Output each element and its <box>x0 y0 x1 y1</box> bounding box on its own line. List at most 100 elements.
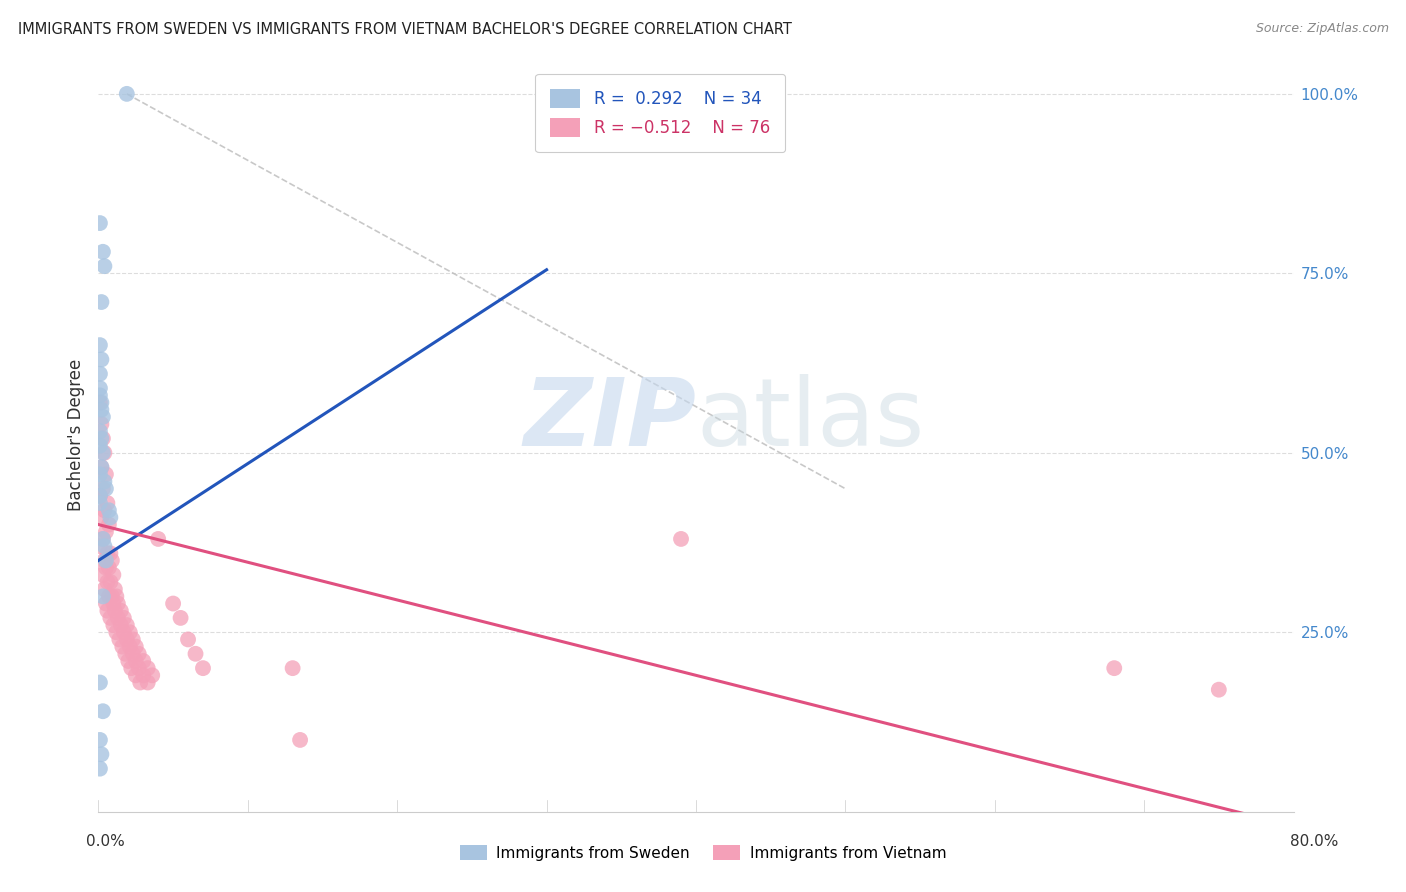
Point <box>89 381 111 395</box>
Point <box>89 367 111 381</box>
Point <box>1208 682 1230 697</box>
Point <box>108 632 131 647</box>
Point <box>89 675 111 690</box>
Point <box>93 446 115 460</box>
Y-axis label: Bachelor's Degree: Bachelor's Degree <box>66 359 84 511</box>
Legend: Immigrants from Sweden, Immigrants from Vietnam: Immigrants from Sweden, Immigrants from … <box>453 837 953 868</box>
Point <box>93 553 115 567</box>
Point <box>115 87 138 101</box>
Point <box>90 352 112 367</box>
Point <box>89 762 111 776</box>
Point <box>90 460 112 475</box>
Point <box>90 460 112 475</box>
Text: atlas: atlas <box>696 374 924 466</box>
Point <box>162 597 184 611</box>
Point <box>90 402 112 417</box>
Point <box>90 395 112 409</box>
Point <box>281 661 304 675</box>
Point <box>96 496 118 510</box>
Point <box>141 668 163 682</box>
Point <box>288 733 311 747</box>
Point <box>148 532 170 546</box>
Point <box>110 618 132 632</box>
Point <box>91 244 114 259</box>
Point <box>169 611 191 625</box>
Point <box>97 503 120 517</box>
Point <box>101 590 124 604</box>
Point <box>132 654 155 668</box>
Point <box>129 675 152 690</box>
Point <box>91 446 114 460</box>
Point <box>94 597 117 611</box>
Point <box>94 467 117 482</box>
Point <box>97 560 120 574</box>
Point <box>89 388 111 402</box>
Point <box>136 661 159 675</box>
Point <box>114 647 136 661</box>
Point <box>117 654 139 668</box>
Point <box>128 661 150 675</box>
Point <box>132 668 155 682</box>
Point <box>104 604 127 618</box>
Point <box>94 553 117 567</box>
Point <box>93 582 115 597</box>
Point <box>115 632 138 647</box>
Point <box>90 510 112 524</box>
Point <box>98 611 122 625</box>
Point <box>98 546 122 560</box>
Point <box>121 632 143 647</box>
Point <box>93 259 115 273</box>
Point <box>118 625 141 640</box>
Point <box>96 604 118 618</box>
Point <box>136 675 159 690</box>
Point <box>191 661 214 675</box>
Point <box>128 647 150 661</box>
Point <box>120 661 142 675</box>
Point <box>89 338 111 352</box>
Point <box>94 560 117 574</box>
Point <box>91 409 114 424</box>
Point <box>125 668 148 682</box>
Point <box>107 611 129 625</box>
Point <box>90 747 112 762</box>
Point <box>89 395 111 409</box>
Point <box>91 532 114 546</box>
Point <box>93 475 115 489</box>
Text: ZIP: ZIP <box>523 374 696 466</box>
Point <box>89 496 111 510</box>
Point <box>1104 661 1126 675</box>
Point <box>110 604 132 618</box>
Point <box>125 640 148 654</box>
Point <box>89 539 111 553</box>
Point <box>91 532 114 546</box>
Point <box>184 647 207 661</box>
Point <box>115 618 138 632</box>
Point <box>105 625 128 640</box>
Text: IMMIGRANTS FROM SWEDEN VS IMMIGRANTS FROM VIETNAM BACHELOR'S DEGREE CORRELATION : IMMIGRANTS FROM SWEDEN VS IMMIGRANTS FRO… <box>18 22 792 37</box>
Text: 0.0%: 0.0% <box>86 834 125 848</box>
Point <box>103 567 125 582</box>
Point <box>89 489 111 503</box>
Point <box>96 546 118 560</box>
Point <box>91 590 114 604</box>
Point <box>112 625 135 640</box>
Point <box>118 640 141 654</box>
Point <box>91 704 114 718</box>
Point <box>669 532 692 546</box>
Point <box>91 432 114 446</box>
Point <box>89 489 111 503</box>
Point <box>111 640 134 654</box>
Point <box>89 216 111 230</box>
Point <box>101 553 124 567</box>
Legend: R =  0.292    N = 34, R = −0.512    N = 76: R = 0.292 N = 34, R = −0.512 N = 76 <box>536 74 785 153</box>
Text: 80.0%: 80.0% <box>1291 834 1339 848</box>
Point <box>112 611 135 625</box>
Point <box>98 574 122 589</box>
Point <box>97 517 120 532</box>
Point <box>103 618 125 632</box>
Point <box>125 654 148 668</box>
Point <box>89 733 111 747</box>
Point <box>90 295 112 310</box>
Point <box>93 539 115 553</box>
Point <box>104 582 127 597</box>
